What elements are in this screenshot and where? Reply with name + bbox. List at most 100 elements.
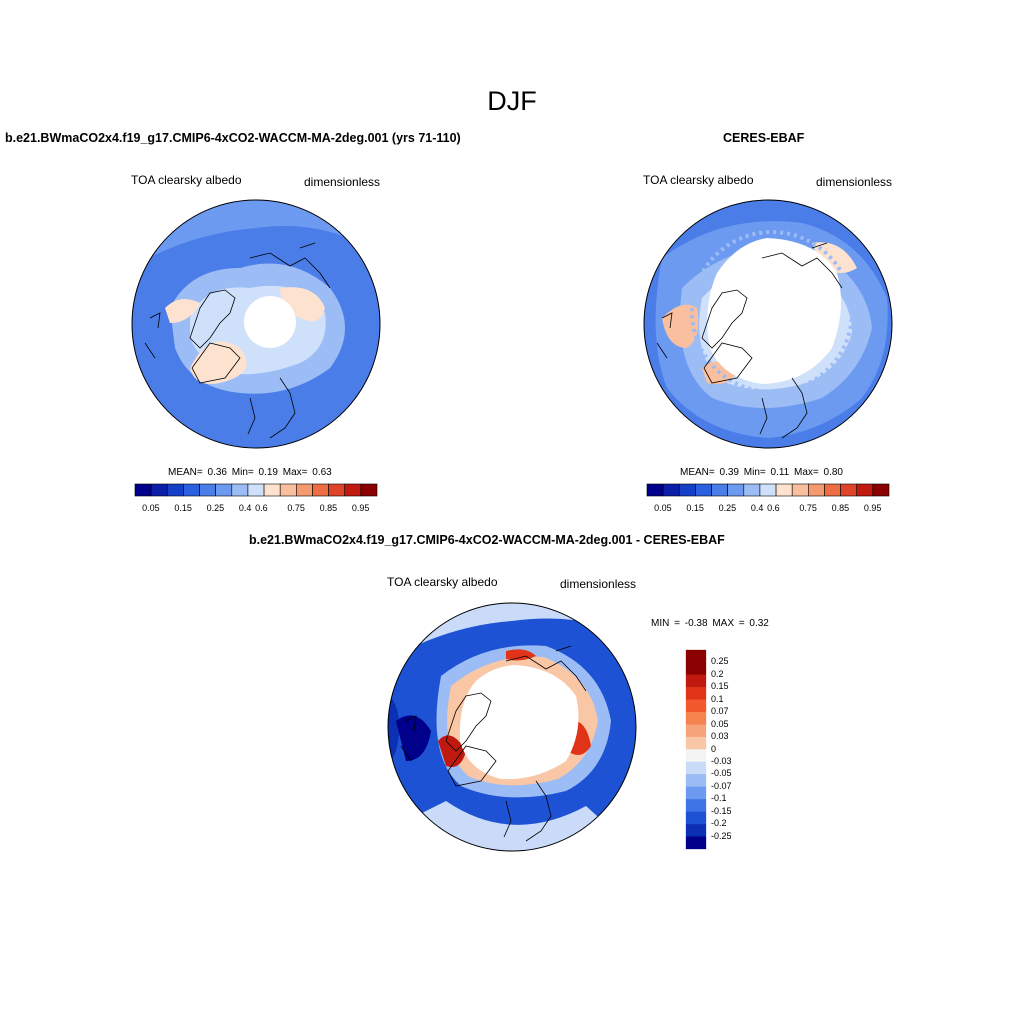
coastline-siberia bbox=[761, 242, 843, 289]
colorbar-swatch bbox=[685, 811, 707, 825]
polar-map-diff bbox=[387, 602, 637, 852]
colorbar-swatch bbox=[685, 724, 707, 738]
field-high-greenland bbox=[190, 341, 247, 384]
colorbar-swatch bbox=[824, 483, 841, 497]
colorbar-swatch bbox=[727, 483, 745, 497]
colorbar-tick-label: 0.95 bbox=[863, 503, 882, 513]
min-label: Min= bbox=[743, 467, 766, 478]
colorbar-swatch bbox=[247, 483, 265, 497]
missing-polar-cap bbox=[244, 296, 296, 348]
stats-obs: MEAN= 0.39 Min= 0.11 Max= 0.80 bbox=[680, 467, 843, 478]
max-label: Max= bbox=[282, 467, 308, 478]
colorbar-swatch bbox=[856, 483, 874, 497]
units-label-diff: dimensionless bbox=[560, 577, 637, 591]
missing-polar-cap bbox=[459, 665, 579, 780]
colorbar-tick-label: 0.15 bbox=[686, 503, 704, 513]
coastline-alaska bbox=[656, 312, 673, 359]
colorbar-tick-label: 0.6 bbox=[255, 503, 268, 513]
colorbar-swatch bbox=[872, 483, 890, 497]
colorbar-swatch bbox=[685, 836, 707, 850]
colorbar-ticks-obs: 0.05 0.15 0.25 0.4 0.6 0.75 0.85 0.95 bbox=[646, 503, 890, 515]
field-high-canada bbox=[165, 299, 200, 323]
panel-title-diff: b.e21.BWmaCO2x4.f19_g17.CMIP6-4xCO2-WACC… bbox=[249, 533, 725, 547]
coastline-canada bbox=[701, 289, 748, 349]
colorbar-tick-label: -0.1 bbox=[711, 793, 727, 804]
colorbar-swatch bbox=[662, 483, 680, 497]
colorbar-swatch bbox=[344, 483, 362, 497]
colorbar-swatch bbox=[685, 687, 707, 700]
colorbar-swatch bbox=[312, 483, 329, 497]
variable-label-diff: TOA clearsky albedo bbox=[387, 575, 498, 589]
colorbar-tick-label: 0.6 bbox=[767, 503, 780, 513]
mean-label: MEAN= bbox=[168, 467, 203, 478]
colorbar-swatch bbox=[775, 483, 793, 497]
colorbar-swatch bbox=[279, 483, 297, 497]
polar-map-obs bbox=[643, 199, 893, 449]
colorbar-tick-label: 0.75 bbox=[799, 503, 817, 513]
colorbar-swatch bbox=[685, 662, 707, 676]
mean-value: 0.36 bbox=[207, 467, 227, 478]
colorbar-tick-label: 0 bbox=[711, 743, 717, 754]
colorbar-swatch bbox=[199, 483, 216, 497]
coastline-canada bbox=[189, 289, 236, 349]
colorbar-swatch bbox=[695, 483, 712, 497]
colorbar-swatch bbox=[360, 483, 378, 497]
colorbar-tick-label: 0.95 bbox=[351, 503, 370, 513]
min-label: MIN = bbox=[651, 618, 680, 629]
colorbar-tick-label: 0.85 bbox=[319, 503, 338, 513]
max-value: 0.63 bbox=[312, 467, 332, 478]
colorbar-ticks-diff: 0.25 0.2 0.15 0.1 0.07 0.05 0.03 0 -0.03 -0.05 -0.… bbox=[710, 649, 770, 850]
colorbar-swatch bbox=[743, 483, 761, 497]
colorbar-swatch bbox=[678, 483, 696, 497]
coastline-greenland bbox=[703, 342, 753, 384]
max-value: 0.32 bbox=[749, 618, 769, 629]
variable-label-obs: TOA clearsky albedo bbox=[643, 173, 754, 187]
colorbar-swatch bbox=[296, 483, 313, 497]
colorbar-swatch bbox=[685, 674, 707, 688]
colorbar-diff bbox=[685, 649, 707, 850]
map-boundary bbox=[131, 199, 381, 449]
colorbar-tick-label: -0.07 bbox=[711, 780, 732, 791]
units-label-obs: dimensionless bbox=[816, 175, 893, 189]
colorbar-tick-label: -0.03 bbox=[711, 755, 732, 766]
colorbar-ticks-model: 0.05 0.15 0.25 0.4 0.6 0.75 0.85 0.95 bbox=[134, 503, 378, 515]
coastline-siberia bbox=[505, 645, 587, 692]
colorbar-swatch bbox=[791, 483, 809, 497]
colorbar-swatch bbox=[685, 761, 707, 775]
colorbar-swatch bbox=[685, 786, 707, 800]
colorbar-swatch bbox=[685, 799, 707, 812]
colorbar-tick-label: 0.25 bbox=[711, 656, 729, 667]
map-boundary bbox=[643, 199, 893, 449]
coastline-greenland bbox=[447, 745, 497, 787]
colorbar-swatch bbox=[808, 483, 825, 497]
min-label: Min= bbox=[231, 467, 254, 478]
colorbar-tick-label: 0.05 bbox=[654, 503, 672, 513]
colorbar-model bbox=[134, 483, 378, 497]
panel-title-model: b.e21.BWmaCO2x4.f19_g17.CMIP6-4xCO2-WACC… bbox=[5, 131, 461, 145]
colorbar-swatch bbox=[685, 749, 707, 763]
panel-title-obs: CERES-EBAF bbox=[723, 131, 805, 145]
colorbar-swatch bbox=[183, 483, 200, 497]
figure-title: DJF bbox=[487, 86, 537, 116]
stats-model: MEAN= 0.36 Min= 0.19 Max= 0.63 bbox=[168, 467, 332, 478]
max-value: 0.80 bbox=[823, 467, 843, 478]
colorbar-tick-label: 0.15 bbox=[711, 681, 729, 692]
coastline-siberia bbox=[249, 242, 331, 289]
colorbar-tick-label: -0.25 bbox=[711, 830, 732, 841]
colorbar-swatch bbox=[263, 483, 281, 497]
colorbar-tick-label: 0.03 bbox=[711, 731, 729, 742]
colorbar-tick-label: 0.4 bbox=[750, 503, 764, 513]
colorbar-swatch bbox=[134, 483, 152, 497]
coastline-alaska bbox=[144, 312, 161, 359]
colorbar-swatch bbox=[685, 649, 707, 663]
field-ring bbox=[690, 230, 854, 394]
colorbar-swatch bbox=[685, 712, 707, 725]
colorbar-swatch bbox=[231, 483, 249, 497]
polar-map-model bbox=[131, 199, 381, 449]
stats-diff: MIN = -0.38 MAX = 0.32 bbox=[651, 618, 769, 629]
colorbar-swatch bbox=[685, 774, 707, 787]
colorbar-swatch bbox=[759, 483, 777, 497]
max-label: Max= bbox=[794, 467, 819, 478]
colorbar-swatch bbox=[711, 483, 728, 497]
colorbar-swatch bbox=[215, 483, 233, 497]
